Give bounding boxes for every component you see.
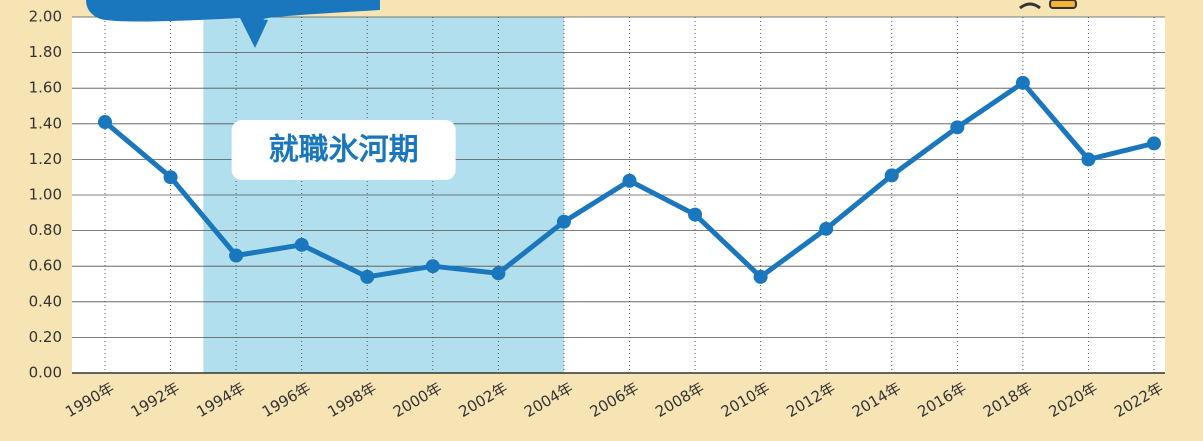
y-tick-label: 0.60 bbox=[29, 257, 62, 275]
y-tick-label: 1.80 bbox=[29, 43, 62, 61]
point bbox=[491, 266, 505, 280]
y-tick-label: 0.40 bbox=[29, 292, 62, 310]
y-tick-label: 1.60 bbox=[29, 79, 62, 97]
point bbox=[688, 208, 702, 222]
y-tick-label: 1.40 bbox=[29, 114, 62, 132]
icon bbox=[1050, 0, 1076, 8]
y-tick-label: 2.00 bbox=[29, 8, 62, 26]
point bbox=[623, 174, 637, 188]
y-tick-label: 0.80 bbox=[29, 221, 62, 239]
annotation: 就職氷河期 bbox=[269, 133, 419, 168]
point bbox=[229, 249, 243, 263]
chart: 0.00 0.20 0.40 0.60 0.80 1.00 1.20 1.40 1.60 1.80… bbox=[0, 0, 1203, 441]
point bbox=[360, 270, 374, 284]
y-tick-label: 0.20 bbox=[29, 328, 62, 346]
point bbox=[1016, 76, 1030, 90]
point bbox=[98, 115, 112, 129]
point bbox=[819, 222, 833, 236]
point bbox=[885, 168, 899, 182]
point bbox=[754, 270, 768, 284]
point bbox=[164, 170, 178, 184]
y-tick-label: 1.00 bbox=[29, 186, 62, 204]
y-tick-label: 1.20 bbox=[29, 150, 62, 168]
y-tick-label: 0.00 bbox=[29, 364, 62, 382]
point bbox=[426, 259, 440, 273]
point bbox=[1081, 152, 1095, 166]
point bbox=[557, 215, 571, 229]
point bbox=[295, 238, 309, 252]
point bbox=[1147, 136, 1161, 150]
point bbox=[950, 120, 964, 134]
